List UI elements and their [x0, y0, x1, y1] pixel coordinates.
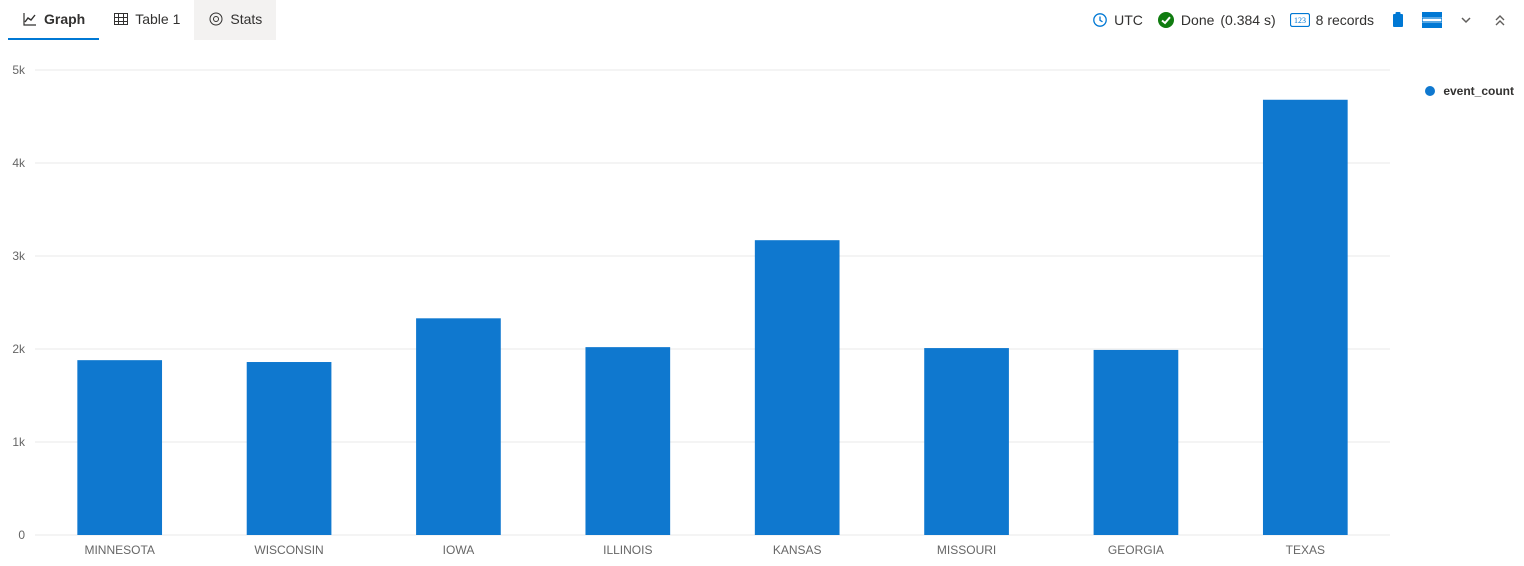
timezone-label: UTC: [1114, 12, 1143, 28]
target-icon: [208, 11, 224, 27]
status-bar: UTC Done (0.384 s) 123 8 records: [1092, 10, 1516, 30]
chart-line-icon: [22, 11, 38, 27]
x-axis-tick-label: GEORGIA: [1108, 543, 1164, 557]
chart-bar[interactable]: [416, 318, 501, 535]
legend-label: event_count: [1443, 84, 1514, 98]
x-axis-tick-label: KANSAS: [773, 543, 822, 557]
collapse-icon[interactable]: [1490, 10, 1510, 30]
chart-bar[interactable]: [924, 348, 1009, 535]
chart-bar[interactable]: [77, 360, 162, 535]
y-axis-tick-label: 2k: [12, 342, 26, 356]
legend-color-dot: [1425, 86, 1435, 96]
x-axis-tick-label: WISCONSIN: [254, 543, 323, 557]
y-axis-tick-label: 4k: [12, 156, 26, 170]
y-axis-tick-label: 1k: [12, 435, 26, 449]
tab-table-label: Table 1: [135, 11, 180, 27]
timezone-indicator[interactable]: UTC: [1092, 12, 1143, 28]
x-axis-tick-label: MISSOURI: [937, 543, 996, 557]
check-circle-icon: [1157, 11, 1175, 29]
clock-icon: [1092, 12, 1108, 28]
view-tabs: Graph Table 1 Stats: [8, 0, 276, 40]
records-count: 123 8 records: [1290, 12, 1374, 28]
chart-area: 0 1k 2k 3k 4k 5k MINNESOTA WISCONSIN IOWA ILLINOI…: [0, 40, 1524, 566]
query-status: Done (0.384 s): [1157, 11, 1276, 29]
y-axis-tick-label: 0: [18, 528, 25, 542]
tab-graph-label: Graph: [44, 11, 85, 27]
chart-bar[interactable]: [585, 347, 670, 535]
top-bar: Graph Table 1 Stats UTC: [0, 0, 1524, 40]
bar-chart: 0 1k 2k 3k 4k 5k MINNESOTA WISCONSIN IOWA ILLINOI…: [0, 40, 1524, 566]
svg-text:123: 123: [1294, 16, 1306, 25]
records-label: 8 records: [1316, 12, 1374, 28]
tab-graph[interactable]: Graph: [8, 0, 99, 40]
tab-stats-label: Stats: [230, 11, 262, 27]
x-axis-tick-label: IOWA: [443, 543, 475, 557]
records-icon: 123: [1290, 13, 1310, 27]
layout-icon[interactable]: [1422, 10, 1442, 30]
y-axis-tick-label: 5k: [12, 63, 26, 77]
chart-bar[interactable]: [1263, 100, 1348, 535]
x-axis-tick-label: ILLINOIS: [603, 543, 652, 557]
tab-stats[interactable]: Stats: [194, 0, 276, 40]
chevron-down-icon[interactable]: [1456, 10, 1476, 30]
chart-bar[interactable]: [247, 362, 332, 535]
clipboard-icon[interactable]: [1388, 10, 1408, 30]
y-axis-tick-label: 3k: [12, 249, 26, 263]
chart-bar[interactable]: [1094, 350, 1179, 535]
x-axis-tick-label: TEXAS: [1286, 543, 1325, 557]
tab-table[interactable]: Table 1: [99, 0, 194, 40]
done-label: Done: [1181, 12, 1214, 28]
chart-legend[interactable]: event_count: [1425, 84, 1514, 98]
table-icon: [113, 11, 129, 27]
duration-label: (0.384 s): [1220, 12, 1275, 28]
x-axis-tick-label: MINNESOTA: [84, 543, 154, 557]
chart-bar[interactable]: [755, 240, 840, 535]
